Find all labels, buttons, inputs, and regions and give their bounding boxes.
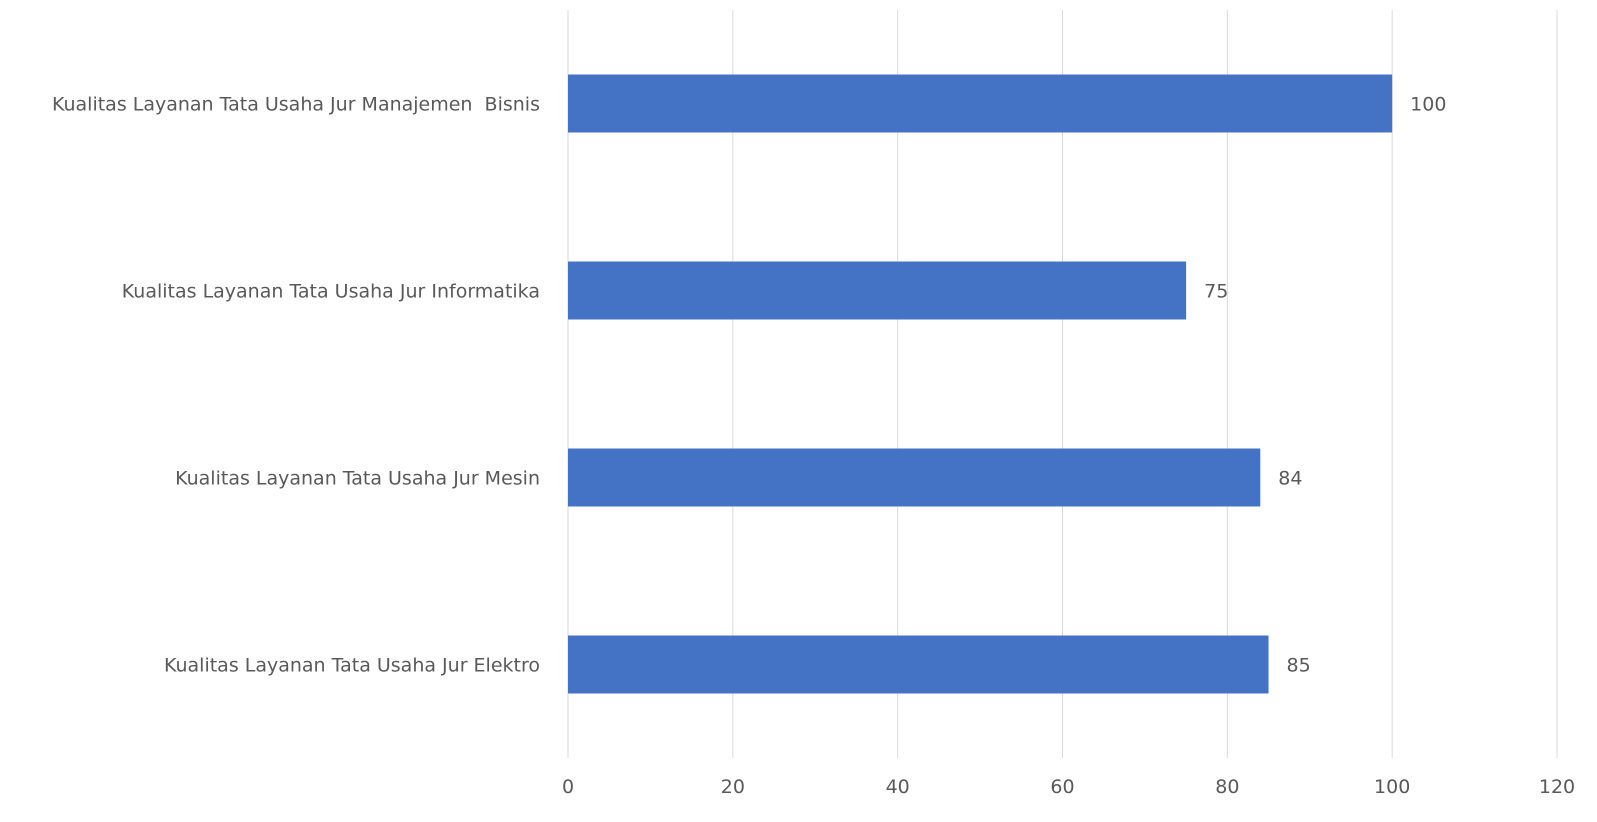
bar <box>568 635 1269 694</box>
data-label: 100 <box>1410 94 1446 116</box>
category-labels: Kualitas Layanan Tata Usaha Jur Manajeme… <box>52 94 540 677</box>
category-label: Kualitas Layanan Tata Usaha Jur Informat… <box>122 281 540 303</box>
bar <box>568 261 1187 320</box>
x-tick-label: 40 <box>886 776 910 798</box>
x-tick-label: 20 <box>721 776 745 798</box>
category-label: Kualitas Layanan Tata Usaha Jur Mesin <box>175 468 540 490</box>
x-tick-label: 0 <box>562 776 574 798</box>
x-tick-label: 80 <box>1215 776 1239 798</box>
x-tick-label: 60 <box>1050 776 1074 798</box>
bars <box>568 74 1393 694</box>
x-tick-label: 120 <box>1539 776 1575 798</box>
category-label: Kualitas Layanan Tata Usaha Jur Manajeme… <box>52 94 540 116</box>
bar <box>568 74 1393 133</box>
x-tick-label: 100 <box>1374 776 1410 798</box>
bar <box>568 448 1261 507</box>
data-label: 75 <box>1204 281 1228 303</box>
category-label: Kualitas Layanan Tata Usaha Jur Elektro <box>164 655 540 677</box>
data-labels: 100 75 84 85 <box>1204 94 1446 677</box>
x-axis-tick-labels: 0 20 40 60 80 100 120 <box>562 776 1575 798</box>
data-label: 84 <box>1278 468 1302 490</box>
gridlines <box>567 10 1558 758</box>
data-label: 85 <box>1287 655 1311 677</box>
